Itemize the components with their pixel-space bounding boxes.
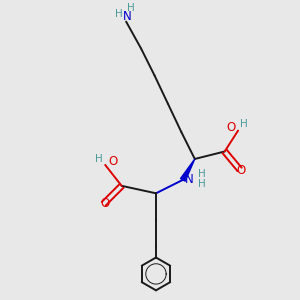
Text: H: H	[95, 154, 103, 164]
Text: H: H	[198, 169, 206, 179]
Text: O: O	[108, 155, 117, 168]
Text: H: H	[115, 9, 122, 19]
Text: N: N	[123, 10, 132, 23]
Text: H: H	[198, 179, 206, 189]
Text: H: H	[240, 119, 248, 129]
Text: O: O	[100, 197, 110, 210]
Text: H: H	[127, 3, 134, 13]
Text: O: O	[236, 164, 246, 177]
Text: N: N	[184, 173, 193, 186]
Polygon shape	[181, 159, 195, 181]
Text: O: O	[226, 121, 235, 134]
